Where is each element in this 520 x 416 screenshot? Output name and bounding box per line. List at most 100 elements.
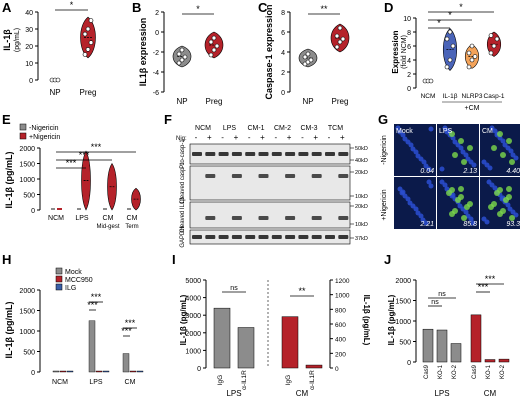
blot-band	[205, 216, 216, 220]
asc-speck	[500, 152, 506, 158]
y-tick-label: 8	[281, 10, 285, 17]
y-tick-label: 8	[407, 30, 411, 37]
legend-swatch	[19, 132, 27, 140]
x-tick-label: KO-1	[438, 364, 444, 379]
blot-band	[338, 174, 349, 178]
bar	[305, 364, 323, 369]
y-tick-label: 4000	[185, 296, 201, 303]
asc-speck	[464, 204, 470, 210]
nucleus	[426, 179, 432, 185]
marker-label: 20kD	[355, 170, 368, 176]
micrograph-column-label: CM	[482, 128, 493, 135]
percent-label: 4.40	[506, 168, 520, 175]
x-tick-label: α-IL1R	[241, 370, 248, 390]
y-tick-label: 6	[281, 30, 285, 37]
data-point	[488, 33, 494, 38]
blot-band	[325, 152, 335, 156]
nucleus	[397, 186, 403, 192]
y-axis-label: IL-1β	[2, 29, 12, 51]
nucleus	[415, 210, 421, 216]
bar	[102, 370, 110, 373]
asc-speck	[488, 204, 494, 210]
nucleus	[402, 136, 408, 142]
data-point	[337, 39, 343, 45]
y-axis-label-right: IL-1β (pg/mL)	[362, 295, 371, 346]
nucleus	[457, 203, 463, 209]
group-label: CM	[296, 389, 309, 398]
x-tick-label: Preg	[206, 97, 223, 106]
micrograph-row-label: +Nigericin	[381, 189, 388, 220]
sign-label: +	[313, 133, 318, 142]
legend-swatch	[55, 275, 63, 283]
x-tick-label: LPS	[75, 215, 89, 222]
nucleus	[444, 129, 450, 135]
y-tick-label: 1000	[395, 319, 411, 326]
lane-label: LPS	[223, 125, 237, 132]
data-point	[179, 57, 185, 63]
x-tick-label: Preg	[80, 88, 97, 97]
data-point	[176, 60, 182, 66]
blot-band	[311, 235, 322, 239]
blot-band	[258, 216, 269, 220]
asc-speck	[455, 197, 461, 203]
blot-row-label: Cleaved casp-1	[180, 161, 186, 203]
lane-label: CM-1	[247, 125, 264, 132]
blot-row-label: GAPDH	[180, 226, 186, 247]
y-tick-label: 1500	[19, 162, 35, 169]
y-axis-label: IL-1β (pg/mL)	[4, 152, 14, 209]
panel-label: G	[378, 112, 388, 127]
percent-label: 0.04	[420, 168, 434, 175]
panel-label: B	[132, 0, 141, 15]
y-tick-label: 2	[155, 10, 159, 17]
panel-label: C	[258, 0, 268, 15]
marker-label: 37kD	[355, 236, 368, 242]
group-label: LPS	[434, 389, 449, 398]
data-point	[494, 36, 500, 42]
y-tick-label: 4	[407, 58, 411, 65]
sign-label: +	[287, 133, 292, 142]
y-tick-label: 10	[403, 16, 411, 23]
x-tick-label: IL-1β	[443, 93, 458, 100]
lane-label: CM-2	[274, 125, 291, 132]
asc-speck	[506, 186, 512, 192]
percent-label: 2.21	[419, 221, 434, 228]
nucleus	[407, 200, 413, 206]
bar	[498, 358, 510, 363]
data-point	[466, 50, 472, 56]
blot-row-label: Cleaved IL1β	[180, 197, 186, 233]
significance-label: ***	[485, 274, 496, 284]
significance-label: *	[448, 10, 452, 20]
data-point	[337, 25, 343, 31]
x-tick-label: KO-2	[452, 364, 458, 379]
asc-speck	[458, 186, 464, 192]
x-tick-label: IgG	[285, 375, 292, 385]
micrograph-row-label: -Nigericin	[381, 135, 388, 165]
y-tick-label: 0	[29, 78, 33, 85]
blot-strip	[189, 165, 351, 201]
data-point	[211, 35, 217, 41]
y-tick-label: 800	[335, 307, 346, 314]
blot-band	[205, 152, 216, 156]
panel-label: E	[2, 112, 11, 127]
x-tick-label: Preg	[332, 97, 349, 106]
data-point	[82, 31, 88, 37]
data-point	[444, 36, 450, 42]
percent-label: 93.3	[506, 221, 520, 228]
x-tick-label: CM	[125, 379, 136, 386]
marker-label: 10kD	[355, 222, 368, 228]
bar	[237, 327, 255, 369]
data-point	[428, 78, 434, 84]
asc-speck	[503, 197, 509, 203]
group-label: +CM	[465, 105, 480, 112]
blot-band	[245, 235, 256, 239]
data-point	[334, 44, 340, 50]
blot-band	[205, 235, 216, 239]
significance-label: ns	[438, 291, 446, 298]
significance-label: ns	[230, 285, 238, 292]
blot-band	[218, 235, 229, 239]
nucleus	[428, 183, 434, 189]
data-point	[182, 54, 188, 60]
x-tick-label: NCM	[48, 215, 64, 222]
data-point	[469, 43, 475, 49]
percent-label: 85.8	[463, 221, 477, 228]
